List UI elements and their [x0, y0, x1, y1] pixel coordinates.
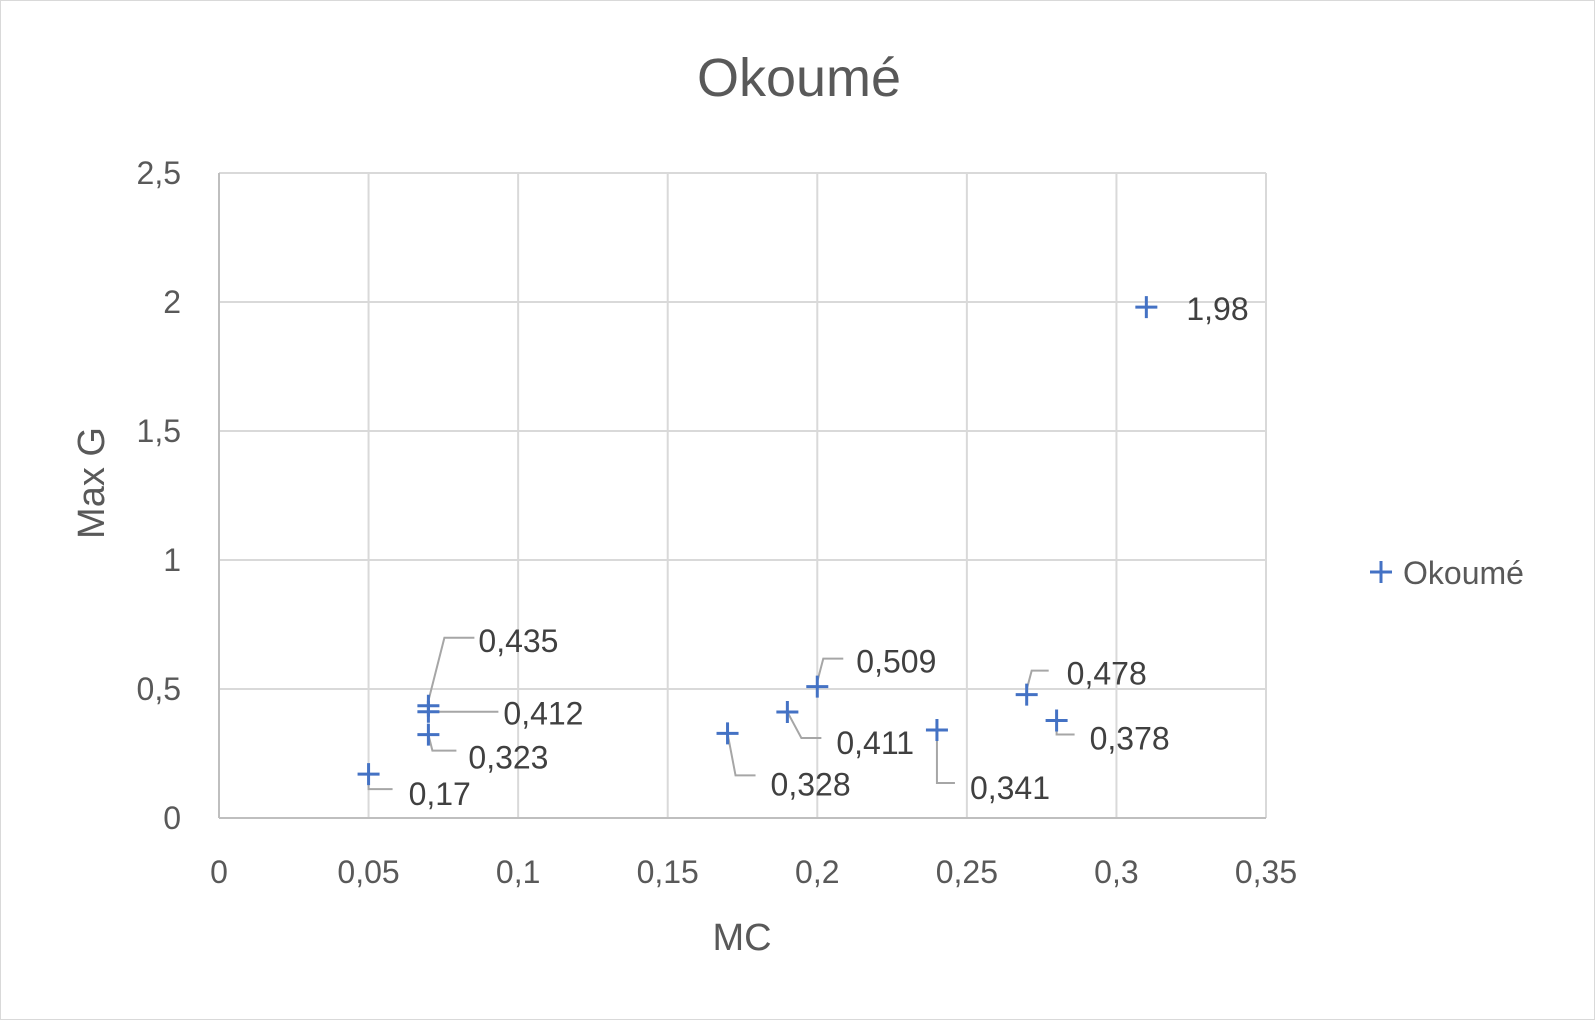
data-point-plus-marker: [925, 719, 948, 742]
leader-line: [367, 774, 393, 791]
y-tick-label: 2,5: [137, 155, 181, 191]
legend-entry-okoume: Okoumé: [1403, 555, 1524, 591]
data-point-plus-marker: [716, 722, 739, 745]
leader-line: [1025, 669, 1049, 690]
data-label: 0,341: [970, 770, 1050, 806]
data-point-plus-marker: [806, 675, 829, 698]
legend: Okoumé: [1370, 555, 1524, 591]
data-label: 0,378: [1090, 720, 1170, 756]
data-label: 0,509: [856, 644, 936, 680]
x-tick-label: 0,2: [795, 854, 839, 890]
data-label: 0,411: [836, 725, 914, 761]
y-tick-label: 1,5: [137, 413, 181, 449]
grid: [218, 172, 1267, 819]
x-tick-label: 0,35: [1235, 854, 1297, 890]
legend-marker-plus-icon: [1370, 561, 1392, 583]
data-label: 0,478: [1067, 656, 1147, 692]
data-label: 0,412: [503, 696, 583, 732]
data-label: 0,435: [478, 623, 558, 659]
leader-line: [427, 734, 457, 752]
x-tick-label: 0,25: [936, 854, 998, 890]
leader-line: [935, 730, 955, 785]
data-point-plus-marker: [1135, 296, 1158, 319]
data-point-plus-marker: [417, 723, 440, 746]
x-axis-tick-labels: 0 0,05 0,1 0,15 0,2 0,25 0,3 0,35: [210, 854, 1297, 890]
chart-title: Okoumé: [697, 48, 901, 108]
leader-line: [1055, 720, 1075, 736]
y-axis-tick-labels: 0 0,5 1 1,5 2 2,5: [137, 155, 181, 836]
data-point-plus-marker: [1045, 709, 1068, 732]
y-tick-label: 1: [163, 542, 181, 578]
data-point-plus-marker: [776, 700, 799, 723]
data-point-plus-marker: [357, 763, 380, 786]
data-point-plus-marker: [1015, 683, 1038, 706]
y-tick-label: 0,5: [137, 671, 181, 707]
x-tick-label: 0,1: [496, 854, 540, 890]
y-axis-label: Max G: [71, 427, 113, 539]
data-label: 1,98: [1186, 291, 1248, 327]
data-label: 0,17: [409, 776, 471, 812]
data-labels: 0,17 0,435 0,412 0,323 0,328 0,411 0,509 0,341 0…: [409, 291, 1249, 812]
y-tick-label: 0: [163, 800, 181, 836]
x-tick-label: 0,05: [337, 854, 399, 890]
leader-line: [726, 733, 756, 777]
leader-line: [427, 636, 475, 702]
data-label-leader-lines: [367, 636, 1075, 791]
x-axis-label: MC: [712, 917, 771, 959]
data-label: 0,323: [468, 740, 548, 776]
data-label: 0,328: [771, 766, 851, 802]
x-tick-label: 0,3: [1094, 854, 1138, 890]
leader-line: [786, 711, 822, 739]
x-tick-label: 0: [210, 854, 228, 890]
data-point-plus-marker: [417, 700, 440, 723]
leader-line: [816, 657, 844, 682]
y-tick-label: 2: [163, 284, 181, 320]
data-points: [357, 296, 1158, 786]
x-tick-label: 0,15: [637, 854, 699, 890]
